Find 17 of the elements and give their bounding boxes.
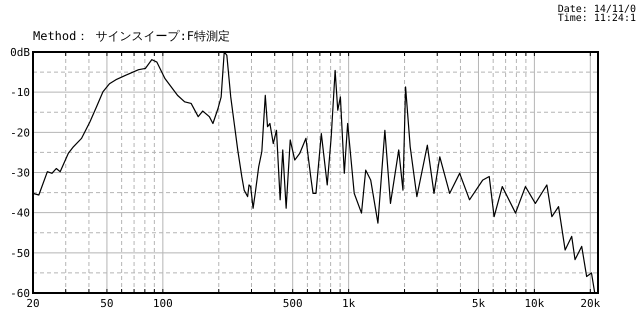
x-tick-label: 1k <box>342 297 356 310</box>
x-tick-label: 20k <box>580 297 601 310</box>
y-tick-label: -50 <box>10 246 30 260</box>
y-tick-label: -40 <box>10 206 30 220</box>
x-tick-label: 10k <box>524 297 545 310</box>
x-tick-label: 100 <box>152 297 173 310</box>
y-tick-label: -30 <box>10 166 30 180</box>
x-tick-label: 50 <box>100 297 114 310</box>
y-tick-label: -10 <box>10 86 30 100</box>
x-tick-label: 20 <box>26 297 40 310</box>
x-tick-label: 5k <box>472 297 486 310</box>
text: Time: 11:24:1 <box>558 13 636 24</box>
y-tick-label: -20 <box>10 126 30 140</box>
x-tick-label: 500 <box>282 297 303 310</box>
y-tick-label: 0dB <box>10 46 30 59</box>
y-tick-label: -60 <box>10 287 30 300</box>
chart-title: Method： サインスイープ:F特測定 <box>33 29 230 43</box>
